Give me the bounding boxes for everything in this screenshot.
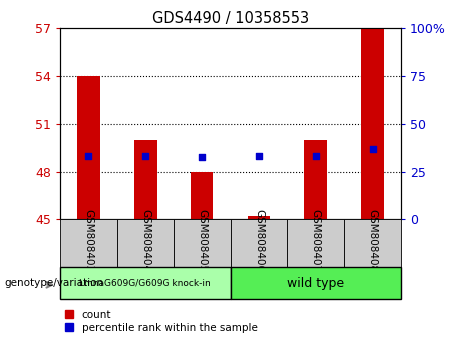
Bar [230, 219, 287, 267]
Text: genotype/variation: genotype/variation [5, 278, 104, 288]
Point [85, 153, 92, 159]
Title: GDS4490 / 10358553: GDS4490 / 10358553 [152, 11, 309, 26]
Bar [304, 140, 327, 219]
Bar [344, 219, 401, 267]
Point [255, 153, 263, 159]
Text: GSM808404: GSM808404 [140, 210, 150, 273]
Bar [77, 76, 100, 219]
Text: GSM808408: GSM808408 [367, 210, 378, 273]
Bar [191, 172, 213, 219]
Point [198, 155, 206, 160]
Bar [361, 28, 384, 219]
Bar [230, 267, 401, 299]
Bar [134, 140, 157, 219]
Bar [174, 219, 230, 267]
Bar [117, 219, 174, 267]
Legend: count, percentile rank within the sample: count, percentile rank within the sample [65, 310, 258, 333]
Text: GSM808406: GSM808406 [254, 210, 264, 273]
Bar [287, 219, 344, 267]
Bar [60, 219, 117, 267]
Text: wild type: wild type [287, 277, 344, 290]
Text: GSM808403: GSM808403 [83, 210, 94, 273]
Bar [60, 267, 230, 299]
Point [369, 147, 376, 152]
Bar [248, 216, 270, 219]
Text: LmnaG609G/G609G knock-in: LmnaG609G/G609G knock-in [79, 279, 211, 288]
Text: GSM808407: GSM808407 [311, 210, 321, 273]
Point [142, 153, 149, 159]
Text: GSM808405: GSM808405 [197, 210, 207, 273]
Point [312, 153, 319, 159]
